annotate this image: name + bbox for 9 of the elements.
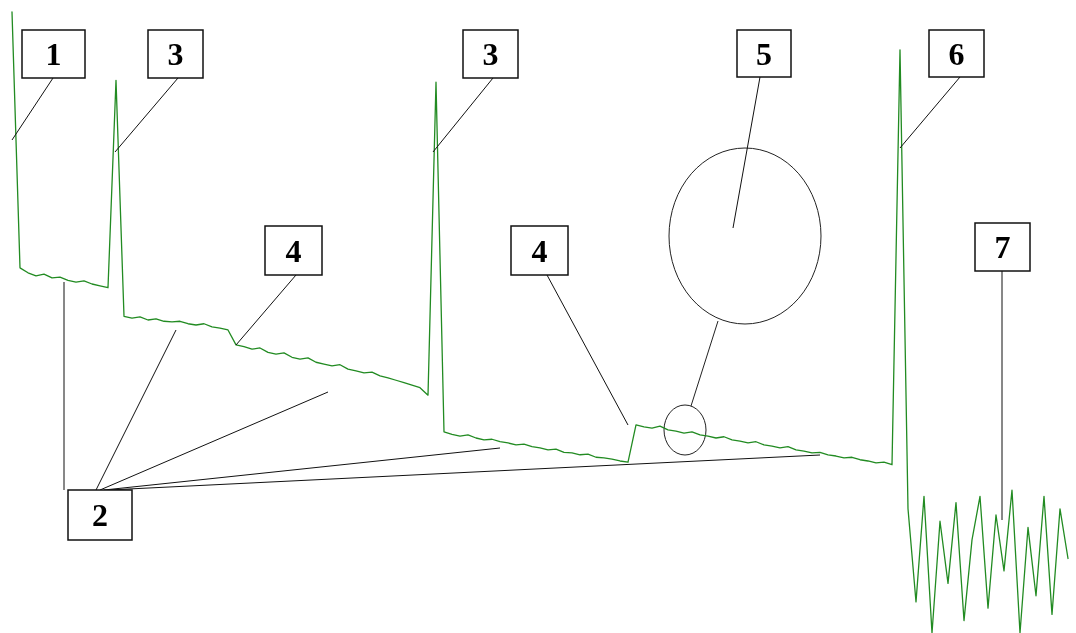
- annotation: 3: [482, 36, 499, 72]
- annotation: 6: [948, 35, 965, 72]
- annotation: 2: [92, 497, 108, 533]
- annotation: 3: [167, 36, 184, 72]
- annotation: 4: [285, 232, 302, 269]
- annotation: 5: [756, 35, 772, 72]
- annotation: 7: [994, 229, 1011, 265]
- annotation: 4: [531, 232, 548, 269]
- annotation: 1: [45, 36, 62, 72]
